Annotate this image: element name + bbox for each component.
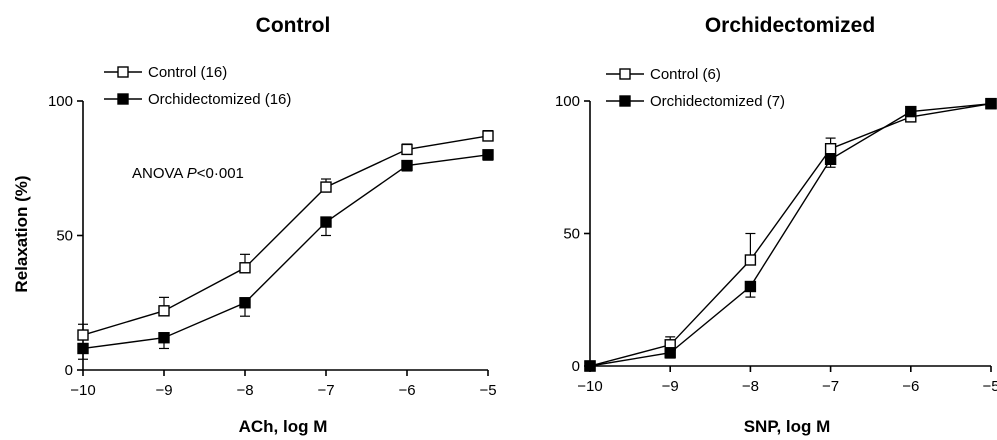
x-tick-label: −5 [982,378,997,395]
x-tick-label: −9 [155,382,172,399]
data-point [824,142,837,155]
data-point [401,159,413,172]
legend-label: Orchidectomized (7) [650,93,785,110]
anova-annotation: ANOVA P<0·001 [132,165,244,182]
anova-prefix: ANOVA [132,165,187,182]
panel-control: Control ACh, log M Relaxation (%) ANOVA … [12,14,497,436]
data-point [158,305,170,317]
data-point [744,280,757,293]
legend-label: Control (6) [650,66,721,83]
y-tick-label: 0 [572,358,580,375]
x-tick-label: −8 [742,378,759,395]
chart-title: Orchidectomized [705,14,875,37]
x-axis-label: ACh, log M [239,417,328,436]
series-line [82,135,489,336]
data-point [158,332,170,344]
series-line [589,102,992,367]
data-point [239,297,251,309]
legend-label: Control (16) [148,64,227,81]
series-orchidectomized [584,97,997,372]
x-tick-label: −6 [398,382,415,399]
x-tick-label: −8 [236,382,253,399]
legend-label: Orchidectomized (16) [148,91,291,108]
legend-marker [619,68,631,80]
legend-marker [619,95,631,107]
x-tick-label: −7 [317,382,334,399]
data-point [664,347,676,359]
data-point [320,181,332,193]
x-tick-label: −6 [902,378,919,395]
y-tick-label: 50 [563,226,580,243]
data-point [905,105,917,118]
anova-suffix: <0·001 [197,165,244,182]
data-point [77,329,89,341]
data-point [239,262,251,274]
x-axis-label: SNP, log M [744,417,831,436]
legend-marker [117,93,129,105]
data-point [744,254,757,266]
y-axis-label: Relaxation (%) [12,175,31,292]
x-tick-label: −10 [577,378,602,395]
data-point [985,97,997,110]
panel-orchidectomized: Orchidectomized SNP, log M −10 −9 −8 −7 −6 −5… [555,14,997,436]
y-tick-label: 100 [48,93,73,110]
series-control [77,129,494,341]
data-point [77,342,89,355]
x-tick-label: −9 [662,378,679,395]
legend-marker [117,66,129,78]
series-orchidectomized [77,149,494,360]
data-point [401,143,413,156]
y-tick-label: 50 [56,228,73,245]
series-control [584,97,997,372]
chart-title: Control [256,14,331,37]
data-point [824,153,837,166]
data-point [320,216,332,228]
x-tick-label: −5 [479,382,496,399]
data-point [482,130,494,142]
series-line [589,102,992,367]
x-tick-label: −10 [70,382,95,399]
x-tick-label: −7 [822,378,839,395]
series-line [82,154,489,350]
y-tick-label: 0 [65,362,73,379]
data-point [482,149,494,161]
y-tick-label: 100 [555,93,580,110]
data-point [584,360,596,372]
anova-p: P [187,165,197,182]
